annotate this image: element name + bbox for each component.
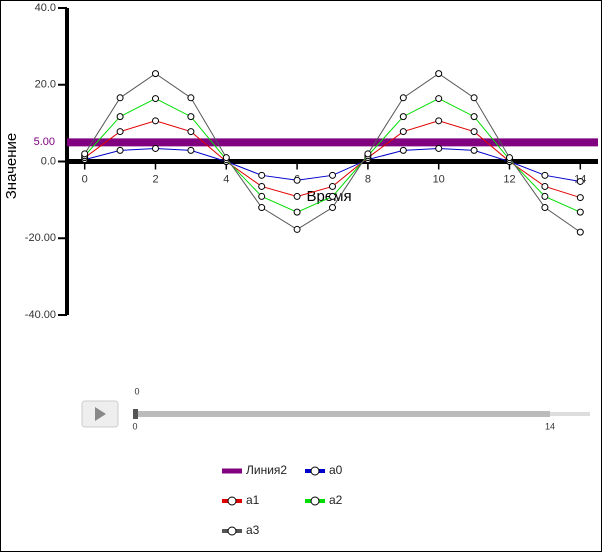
- x-tick-label: 0: [82, 173, 88, 185]
- point: [152, 70, 159, 78]
- player: [81, 400, 590, 428]
- slider-thumb[interactable]: [133, 409, 138, 419]
- slider-track[interactable]: [134, 411, 550, 417]
- legend-marker: [310, 466, 320, 476]
- slider-fade: [550, 412, 590, 416]
- point: [293, 208, 301, 216]
- legend-marker: [227, 526, 237, 536]
- legend-label: a2: [329, 493, 343, 507]
- point: [258, 171, 266, 179]
- legend-label: Линия2: [246, 463, 287, 477]
- point: [187, 128, 195, 136]
- y-axis-label: Значение: [3, 133, 20, 200]
- play-icon: [95, 407, 106, 421]
- point: [364, 150, 372, 158]
- point: [576, 228, 584, 236]
- reference-label: 5.00: [34, 136, 55, 148]
- x-tick-label: 2: [152, 173, 158, 185]
- point: [470, 113, 478, 121]
- point: [152, 95, 159, 103]
- slider-max: 14: [545, 421, 555, 431]
- point: [329, 192, 336, 200]
- point: [293, 176, 301, 184]
- y-tick-label: -20.00: [25, 232, 56, 244]
- point: [399, 94, 407, 102]
- point: [258, 204, 266, 212]
- point: [329, 204, 336, 212]
- y-tick-label: 0.0: [41, 155, 56, 167]
- y-tick-label: 40.0: [35, 2, 56, 14]
- point: [116, 94, 124, 102]
- point: [222, 154, 230, 162]
- point: [258, 182, 266, 190]
- point: [470, 94, 478, 102]
- x-tick-label: 4: [223, 173, 229, 185]
- legend-label: a3: [246, 523, 260, 537]
- point: [435, 117, 443, 125]
- point: [258, 192, 266, 200]
- point: [506, 154, 513, 162]
- y-tick-label: -40.00: [25, 309, 56, 321]
- point: [116, 146, 124, 154]
- point: [152, 117, 159, 125]
- legend-label: a0: [329, 463, 343, 477]
- point: [187, 146, 195, 154]
- point: [329, 171, 336, 179]
- point: [399, 146, 407, 154]
- x-axis-label: Время: [306, 188, 351, 205]
- point: [541, 182, 549, 190]
- point: [576, 177, 584, 185]
- point: [399, 128, 407, 136]
- legend-marker: [310, 496, 320, 506]
- point: [293, 225, 301, 233]
- point: [435, 144, 443, 152]
- point: [435, 95, 443, 103]
- x-tick-label: 12: [503, 173, 515, 185]
- slider-min: 0: [132, 421, 137, 431]
- point: [470, 128, 478, 136]
- legend-label: a1: [246, 493, 260, 507]
- legend-marker: [227, 496, 237, 506]
- slider-value: 0: [134, 386, 139, 396]
- point: [116, 113, 124, 121]
- point: [541, 171, 549, 179]
- point: [187, 113, 195, 121]
- point: [470, 146, 478, 154]
- point: [116, 128, 124, 136]
- point: [576, 194, 584, 202]
- point: [435, 70, 443, 78]
- point: [399, 113, 407, 121]
- y-tick-label: 20.0: [35, 79, 56, 91]
- point: [541, 192, 549, 200]
- point: [541, 204, 549, 212]
- point: [293, 192, 301, 200]
- point: [81, 150, 89, 158]
- x-tick-label: 8: [365, 173, 371, 185]
- point: [329, 182, 336, 190]
- point: [576, 208, 584, 216]
- point: [187, 94, 195, 102]
- point: [152, 144, 159, 152]
- x-tick-label: 10: [433, 173, 445, 185]
